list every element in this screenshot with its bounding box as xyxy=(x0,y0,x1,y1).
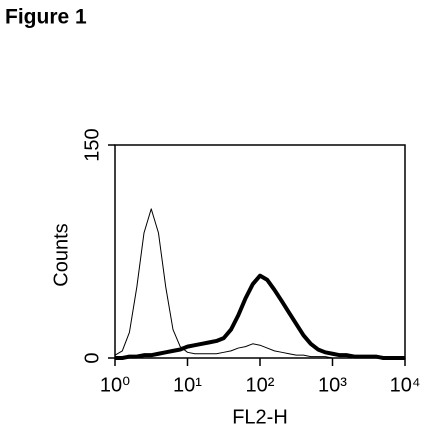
y-tick-label: 0 xyxy=(81,352,103,363)
x-tick-label: 10³ xyxy=(318,374,347,396)
x-tick-label: 10¹ xyxy=(173,374,202,396)
histogram-line xyxy=(115,273,405,360)
x-tick-label: 10² xyxy=(246,374,275,396)
x-axis-label: FL2-H xyxy=(232,406,288,428)
figure-label: Figure 1 xyxy=(5,6,87,29)
histogram-line xyxy=(114,208,405,359)
x-tick-label: 10⁴ xyxy=(390,374,421,396)
x-tick-label: 10⁰ xyxy=(100,374,130,396)
y-axis-label: Counts xyxy=(50,223,72,286)
y-tick-label: 150 xyxy=(81,128,103,161)
plot-frame xyxy=(114,144,406,359)
